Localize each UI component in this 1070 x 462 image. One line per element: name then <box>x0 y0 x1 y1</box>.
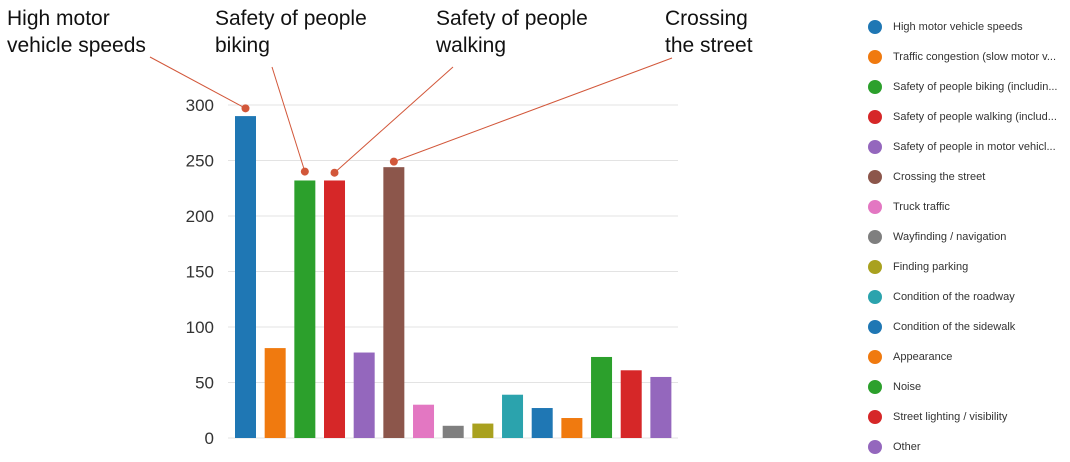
annotation-leader-line <box>149 56 246 109</box>
legend-label: Crossing the street <box>893 171 986 183</box>
bar[interactable] <box>383 167 405 438</box>
legend-swatch <box>868 260 882 274</box>
legend: High motor vehicle speeds Traffic congest… <box>868 12 1068 462</box>
legend-swatch <box>868 320 882 334</box>
legend-swatch <box>868 50 882 64</box>
legend-swatch <box>868 350 882 364</box>
annotations: High motor vehicle speeds Safety of people… <box>7 7 753 177</box>
legend-item[interactable]: Safety of people biking (includin... <box>868 72 1068 102</box>
legend-item[interactable]: Traffic congestion (slow motor v... <box>868 42 1068 72</box>
y-tick-label: 100 <box>186 318 214 337</box>
bars <box>235 116 672 439</box>
legend-item[interactable]: Safety of people walking (includ... <box>868 102 1068 132</box>
bar[interactable] <box>531 408 553 438</box>
legend-swatch <box>868 440 882 454</box>
legend-item[interactable]: Street lighting / visibility <box>868 402 1068 432</box>
legend-swatch <box>868 380 882 394</box>
legend-swatch <box>868 170 882 184</box>
bar[interactable] <box>620 370 642 438</box>
annotation-label: biking <box>215 34 270 57</box>
legend-label: Safety of people in motor vehicl... <box>893 141 1056 153</box>
annotation-label: Safety of people <box>436 7 588 30</box>
bar-chart: 0 50 100 150 200 250 300 High motor vehicle spe… <box>7 7 753 448</box>
legend-swatch <box>868 290 882 304</box>
legend-swatch <box>868 410 882 424</box>
legend-label: Street lighting / visibility <box>893 411 1008 423</box>
legend-swatch <box>868 80 882 94</box>
legend-label: Truck traffic <box>893 201 950 213</box>
annotation-leader-line <box>393 57 673 163</box>
legend-item[interactable]: Condition of the sidewalk <box>868 312 1068 342</box>
legend-label: Traffic congestion (slow motor v... <box>893 51 1057 63</box>
y-tick-label: 50 <box>195 374 214 393</box>
legend-label: Safety of people biking (includin... <box>893 81 1058 93</box>
annotation-label: Crossing <box>665 7 748 30</box>
legend-swatch <box>868 230 882 244</box>
bar[interactable] <box>324 180 346 439</box>
legend-item[interactable]: Truck traffic <box>868 192 1068 222</box>
annotation-label: Safety of people <box>215 7 367 30</box>
legend-item[interactable]: Appearance <box>868 342 1068 372</box>
legend-item[interactable]: Wayfinding / navigation <box>868 222 1068 252</box>
bar[interactable] <box>561 418 583 438</box>
annotation-leader-line <box>271 66 306 172</box>
legend-swatch <box>868 140 882 154</box>
annotation-label: walking <box>435 34 506 57</box>
annotation-point <box>241 104 250 113</box>
legend-item[interactable]: Other <box>868 432 1068 462</box>
legend-label: Condition of the roadway <box>893 291 1015 303</box>
legend-item[interactable]: Finding parking <box>868 252 1068 282</box>
y-tick-label: 300 <box>186 96 214 115</box>
legend-label: Finding parking <box>893 261 969 273</box>
bar[interactable] <box>353 352 375 438</box>
bar[interactable] <box>502 394 524 438</box>
legend-label: Condition of the sidewalk <box>893 321 1016 333</box>
y-tick-label: 200 <box>186 207 214 226</box>
annotation-label: vehicle speeds <box>7 34 146 57</box>
bar[interactable] <box>264 348 286 438</box>
y-tick-label: 0 <box>205 429 214 448</box>
bar[interactable] <box>591 356 613 438</box>
annotation-point <box>330 168 339 177</box>
legend-swatch <box>868 110 882 124</box>
bar[interactable] <box>294 180 316 439</box>
bar[interactable] <box>472 423 494 438</box>
legend-label: Safety of people walking (includ... <box>893 111 1057 123</box>
annotation-leader-line <box>334 66 454 174</box>
annotation-label: the street <box>665 34 753 57</box>
legend-label: Wayfinding / navigation <box>893 231 1007 243</box>
bar[interactable] <box>650 376 672 438</box>
legend-item[interactable]: Noise <box>868 372 1068 402</box>
legend-item[interactable]: Crossing the street <box>868 162 1068 192</box>
y-axis-tick-labels: 0 50 100 150 200 250 300 <box>186 96 214 448</box>
legend-label: Other <box>893 441 921 453</box>
annotation-point <box>300 167 309 176</box>
legend-label: High motor vehicle speeds <box>893 21 1023 33</box>
legend-label: Appearance <box>893 351 953 363</box>
legend-item[interactable]: Condition of the roadway <box>868 282 1068 312</box>
bar[interactable] <box>235 116 256 438</box>
annotation-point <box>389 157 398 166</box>
annotation-label: High motor <box>7 7 110 30</box>
bar[interactable] <box>442 425 464 438</box>
legend-item[interactable]: High motor vehicle speeds <box>868 12 1068 42</box>
legend-swatch <box>868 200 882 214</box>
legend-swatch <box>868 20 882 34</box>
y-tick-label: 250 <box>186 152 214 171</box>
legend-item[interactable]: Safety of people in motor vehicl... <box>868 132 1068 162</box>
legend-label: Noise <box>893 381 922 393</box>
bar[interactable] <box>413 404 435 438</box>
y-tick-label: 150 <box>186 263 214 282</box>
